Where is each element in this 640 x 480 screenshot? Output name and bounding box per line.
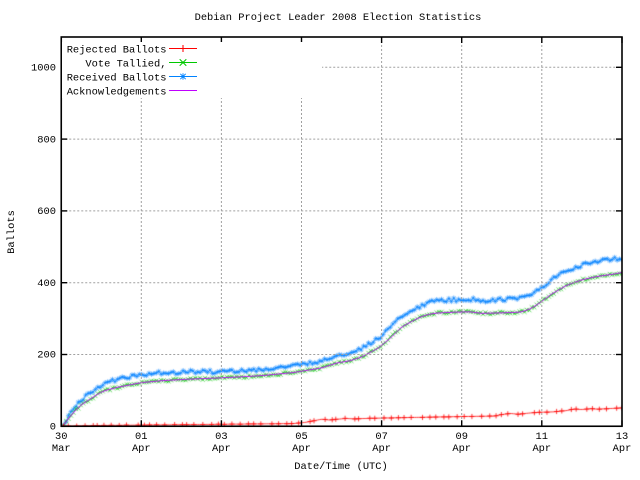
svg-text:Apr: Apr: [452, 443, 471, 455]
svg-text:Debian Project Leader 2008 Ele: Debian Project Leader 2008 Election Stat…: [195, 12, 482, 24]
svg-text:11: 11: [536, 431, 548, 443]
svg-text:800: 800: [37, 134, 56, 146]
svg-text:Acknowledgements: Acknowledgements: [67, 87, 167, 99]
svg-text:Apr: Apr: [532, 443, 551, 455]
svg-text:Apr: Apr: [132, 443, 151, 455]
svg-text:05: 05: [295, 431, 307, 443]
svg-text:Ballots: Ballots: [6, 210, 18, 254]
svg-text:400: 400: [37, 278, 56, 290]
svg-text:Apr: Apr: [372, 443, 391, 455]
svg-text:600: 600: [37, 206, 56, 218]
svg-text:Vote Tallied,: Vote Tallied,: [85, 59, 166, 71]
svg-text:Apr: Apr: [613, 443, 632, 455]
svg-text:Rejected Ballots: Rejected Ballots: [67, 45, 167, 57]
svg-text:09: 09: [455, 431, 467, 443]
svg-text:07: 07: [375, 431, 387, 443]
svg-text:Mar: Mar: [52, 443, 71, 455]
svg-text:Apr: Apr: [212, 443, 231, 455]
svg-text:Received Ballots: Received Ballots: [67, 73, 167, 85]
svg-text:Apr: Apr: [292, 443, 311, 455]
svg-text:03: 03: [215, 431, 227, 443]
svg-text:200: 200: [37, 350, 56, 362]
svg-text:30: 30: [55, 431, 67, 443]
svg-text:Date/Time (UTC): Date/Time (UTC): [294, 461, 388, 473]
svg-text:01: 01: [135, 431, 147, 443]
svg-text:13: 13: [616, 431, 628, 443]
svg-text:1000: 1000: [31, 63, 56, 75]
